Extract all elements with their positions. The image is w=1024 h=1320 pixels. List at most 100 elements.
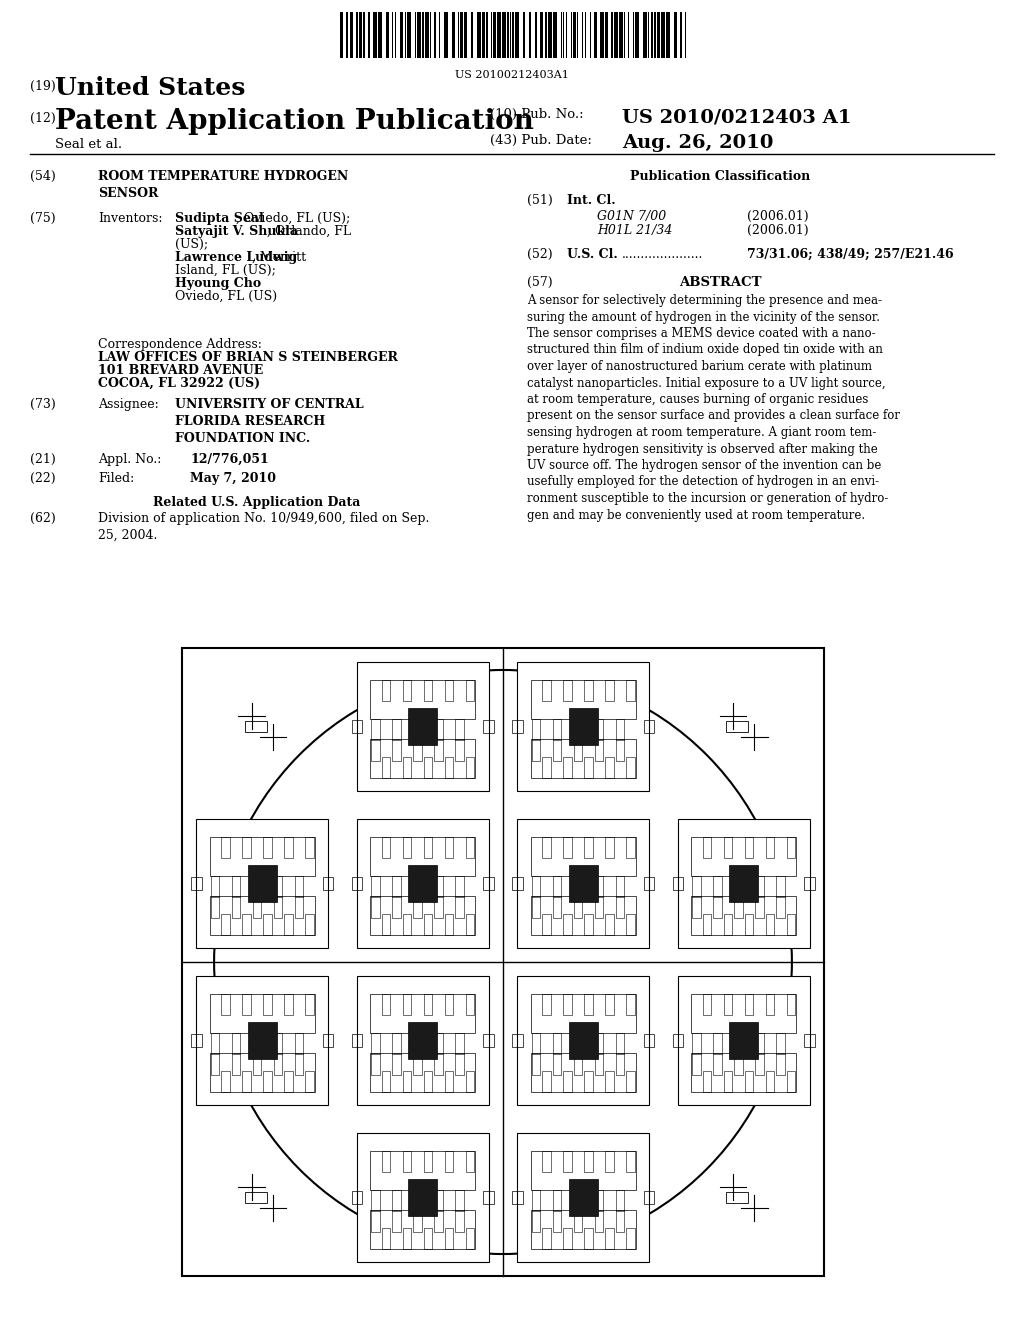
Bar: [456, 739, 464, 760]
Bar: [357, 1133, 488, 1262]
Text: Lawrence Ludwig: Lawrence Ludwig: [175, 251, 297, 264]
Text: (2006.01): (2006.01): [746, 210, 809, 223]
Bar: [483, 1191, 494, 1204]
Bar: [530, 994, 636, 1032]
Bar: [605, 913, 613, 935]
Bar: [510, 12, 511, 58]
Bar: [285, 994, 293, 1015]
Bar: [305, 994, 313, 1015]
Bar: [542, 1228, 551, 1249]
Bar: [415, 12, 416, 58]
Text: Seal et al.: Seal et al.: [55, 139, 122, 150]
Bar: [386, 12, 389, 58]
Bar: [568, 1180, 598, 1216]
Bar: [231, 1053, 241, 1074]
Bar: [382, 756, 390, 777]
Bar: [456, 896, 464, 917]
Bar: [614, 12, 617, 58]
Bar: [466, 994, 474, 1015]
Text: A sensor for selectively determining the presence and mea-
suring the amount of : A sensor for selectively determining the…: [527, 294, 900, 521]
Bar: [636, 12, 639, 58]
Bar: [734, 1032, 742, 1053]
Bar: [402, 913, 412, 935]
Bar: [253, 1053, 261, 1074]
Bar: [210, 896, 315, 935]
Bar: [466, 913, 474, 935]
Bar: [585, 1228, 593, 1249]
Bar: [563, 1151, 571, 1172]
Bar: [382, 680, 390, 701]
Bar: [776, 1032, 784, 1053]
Bar: [392, 739, 400, 760]
Bar: [633, 12, 634, 58]
Bar: [611, 12, 612, 58]
Bar: [776, 875, 784, 898]
Bar: [439, 12, 440, 58]
Bar: [644, 876, 654, 890]
Bar: [585, 994, 593, 1015]
Bar: [414, 1053, 422, 1074]
Bar: [295, 1053, 303, 1074]
Bar: [253, 875, 261, 898]
Bar: [263, 913, 271, 935]
Bar: [243, 1071, 251, 1092]
Bar: [724, 913, 732, 935]
Bar: [512, 1034, 522, 1047]
Bar: [305, 1071, 313, 1092]
Bar: [624, 12, 626, 58]
Text: Publication Classification: Publication Classification: [630, 170, 810, 183]
Bar: [531, 1210, 540, 1232]
Bar: [414, 739, 422, 760]
Bar: [423, 12, 424, 58]
Bar: [424, 994, 432, 1015]
Bar: [644, 721, 654, 733]
Bar: [627, 680, 635, 701]
Bar: [434, 896, 442, 917]
Bar: [370, 680, 475, 719]
Bar: [378, 12, 382, 58]
Bar: [356, 12, 357, 58]
Bar: [605, 1151, 613, 1172]
Bar: [191, 876, 202, 890]
Text: Appl. No.:: Appl. No.:: [98, 453, 162, 466]
Text: (2006.01): (2006.01): [746, 224, 809, 238]
Bar: [485, 12, 488, 58]
Bar: [553, 1189, 561, 1210]
Bar: [414, 1210, 422, 1232]
Bar: [691, 837, 797, 875]
Bar: [444, 1228, 454, 1249]
Text: , Orlando, FL: , Orlando, FL: [267, 224, 351, 238]
Bar: [392, 1189, 400, 1210]
Bar: [464, 12, 467, 58]
Bar: [210, 837, 315, 875]
Bar: [370, 739, 475, 777]
Bar: [466, 1228, 474, 1249]
Text: Satyajit V. Shukla: Satyajit V. Shukla: [175, 224, 298, 238]
Bar: [627, 1228, 635, 1249]
Bar: [211, 896, 219, 917]
Text: Hyoung Cho: Hyoung Cho: [175, 277, 261, 290]
Bar: [434, 1189, 442, 1210]
Bar: [409, 866, 437, 902]
Text: COCOA, FL 32922 (US): COCOA, FL 32922 (US): [98, 378, 260, 389]
Text: (12): (12): [30, 112, 55, 125]
Bar: [285, 913, 293, 935]
Bar: [594, 12, 597, 58]
Bar: [595, 1189, 603, 1210]
Bar: [382, 994, 390, 1015]
Text: (10) Pub. No.:: (10) Pub. No.:: [490, 108, 584, 121]
Bar: [373, 12, 377, 58]
Bar: [595, 896, 603, 917]
Bar: [563, 680, 571, 701]
Bar: [531, 1032, 540, 1053]
Bar: [444, 994, 454, 1015]
Bar: [744, 913, 754, 935]
Bar: [305, 913, 313, 935]
Text: Filed:: Filed:: [98, 473, 134, 484]
Bar: [263, 837, 271, 858]
Bar: [382, 1151, 390, 1172]
Bar: [744, 994, 754, 1015]
Bar: [231, 875, 241, 898]
Text: Division of application No. 10/949,600, filed on Sep.
25, 2004.: Division of application No. 10/949,600, …: [98, 512, 429, 543]
Text: G01N 7/00: G01N 7/00: [597, 210, 667, 223]
